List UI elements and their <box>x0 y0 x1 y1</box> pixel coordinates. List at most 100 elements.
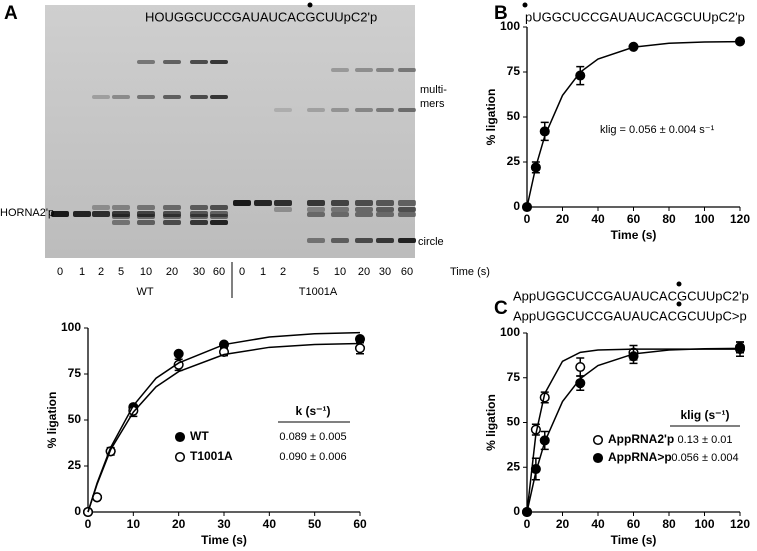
legend-label: AppRNA>p <box>608 450 672 464</box>
legend-label: AppRNA2'p <box>608 432 674 446</box>
gel-band <box>331 212 349 217</box>
gel-band <box>137 220 155 225</box>
gel-band <box>331 207 349 212</box>
gel-band <box>112 214 130 219</box>
gel-band <box>376 207 394 212</box>
y-tick-label: 0 <box>513 504 520 518</box>
gel-band <box>307 238 325 243</box>
y-axis-label: % ligation <box>45 392 59 449</box>
gel-band <box>355 207 373 212</box>
table-cell: 0.056 ± 0.004 <box>671 452 738 464</box>
x-tick-label: 20 <box>556 517 570 531</box>
x-tick-label: 30 <box>217 517 231 531</box>
data-point <box>575 361 586 373</box>
chart-title: pUGGCUCCGAUAUCACGCUUpC2'p <box>525 9 745 24</box>
gel-band <box>376 68 394 72</box>
gel-title: HOUGGCUCCGAUAUCACGCUUpC2'p <box>145 9 377 24</box>
y-tick-label: 50 <box>68 412 82 426</box>
gel-band <box>112 220 130 225</box>
data-point <box>354 343 366 354</box>
lane-label: 0 <box>239 266 245 278</box>
gel-band <box>190 214 208 219</box>
gel-band <box>163 60 181 64</box>
x-tick-label: 60 <box>627 212 641 226</box>
gel-band <box>190 95 208 99</box>
x-axis-label: Time (s) <box>611 228 657 242</box>
dot <box>676 281 682 287</box>
y-tick-label: 50 <box>507 109 521 123</box>
x-tick-label: 100 <box>694 212 714 226</box>
gel-band <box>92 95 110 99</box>
gel-band <box>355 68 373 72</box>
gel-band <box>331 238 349 243</box>
x-axis-label: Time (s) <box>611 533 657 547</box>
gel-band <box>163 220 181 225</box>
lane-label: 2 <box>98 266 104 278</box>
gel-band <box>163 95 181 99</box>
gel-band <box>190 220 208 225</box>
lane-label: 5 <box>313 266 319 278</box>
y-axis-label: % ligation <box>484 89 498 146</box>
x-tick-label: 80 <box>662 517 676 531</box>
x-tick-label: 60 <box>353 517 367 531</box>
gel-band <box>163 214 181 219</box>
y-tick-label: 75 <box>507 370 521 384</box>
legend-marker <box>592 434 604 446</box>
x-tick-label: 50 <box>308 517 322 531</box>
gel-band <box>376 238 394 243</box>
gel-band <box>398 68 416 72</box>
legend-marker <box>174 451 186 463</box>
gel-band <box>398 200 416 206</box>
x-tick-label: 10 <box>127 517 141 531</box>
x-tick-label: 20 <box>556 212 570 226</box>
gel-band <box>398 238 416 243</box>
gel-band <box>112 205 130 210</box>
gel-bands <box>51 60 416 243</box>
fit-curve <box>526 348 740 513</box>
x-tick-label: 100 <box>694 517 714 531</box>
gel-band <box>355 200 373 206</box>
gel-band <box>398 212 416 217</box>
x-tick-label: 80 <box>662 212 676 226</box>
gel-band <box>398 108 416 112</box>
table-cell: 0.089 ± 0.005 <box>279 431 346 443</box>
table-cell: 0.13 ± 0.01 <box>678 434 733 446</box>
y-tick-label: 100 <box>61 320 81 334</box>
legend-label: T1001A <box>190 449 233 463</box>
data-point <box>173 348 184 359</box>
chart-title: AppUGGCUCCGAUAUCACGCUUpC2'p <box>513 288 749 303</box>
x-axis-label: Time (s) <box>201 533 247 547</box>
y-tick-label: 75 <box>507 64 521 78</box>
lane-label: 10 <box>140 266 152 278</box>
gel-band <box>92 211 110 217</box>
panel-label: C <box>494 298 508 319</box>
gel-band <box>331 108 349 112</box>
gel-band <box>376 200 394 206</box>
gel-band <box>254 200 272 206</box>
gel-band <box>355 238 373 243</box>
y-tick-label: 75 <box>68 366 82 380</box>
lane-label: 2 <box>280 266 286 278</box>
band-label: mers <box>420 98 445 110</box>
gel-band <box>190 205 208 210</box>
dot <box>522 2 528 8</box>
gel-band <box>210 205 228 210</box>
group-label: WT <box>136 286 153 298</box>
x-tick-label: 120 <box>730 212 750 226</box>
x-tick-label: 40 <box>263 517 277 531</box>
lane-label: 5 <box>118 266 124 278</box>
gel-band <box>137 205 155 210</box>
data-point <box>734 342 746 353</box>
x-tick-label: 20 <box>172 517 186 531</box>
gel-band <box>307 207 325 212</box>
lane-label: 30 <box>379 266 391 278</box>
gel-band <box>274 200 292 206</box>
legend-marker <box>174 431 186 443</box>
x-tick-label: 120 <box>730 517 750 531</box>
lane-label: 20 <box>358 266 370 278</box>
x-tick-label: 0 <box>524 212 531 226</box>
annotation: klig = 0.056 ± 0.004 s⁻¹ <box>600 124 715 136</box>
y-tick-label: 0 <box>74 504 81 518</box>
gel-band <box>307 200 325 206</box>
gel-band <box>210 220 228 225</box>
